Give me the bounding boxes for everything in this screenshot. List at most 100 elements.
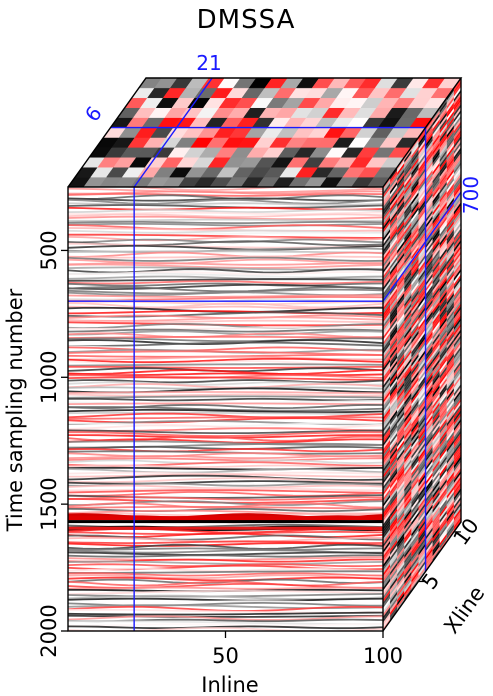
side-cell	[453, 144, 461, 158]
side-cell	[411, 359, 419, 373]
side-cell	[383, 257, 391, 271]
side-cell	[383, 474, 391, 488]
side-cell	[418, 266, 426, 279]
side-cell	[411, 304, 419, 318]
front-reflector	[68, 554, 383, 558]
y-tick-label: 1500	[37, 477, 61, 530]
side-cell	[411, 379, 419, 393]
side-cell	[432, 237, 440, 251]
side-cell	[404, 363, 412, 377]
time-slice-label: 700	[459, 176, 483, 214]
side-cell	[453, 155, 461, 169]
side-cell	[446, 160, 454, 173]
side-cell	[446, 431, 454, 445]
side-cell	[446, 310, 454, 323]
side-cell	[411, 186, 419, 200]
side-cell	[418, 130, 426, 144]
side-cell	[425, 120, 433, 134]
side-cell	[418, 323, 426, 337]
side-cell	[446, 451, 454, 465]
side-cell	[404, 358, 412, 371]
side-cell	[446, 321, 454, 335]
side-cell	[425, 429, 433, 443]
side-cell	[390, 403, 398, 417]
side-cell	[404, 187, 412, 201]
side-cell	[425, 501, 433, 515]
side-cell	[418, 442, 426, 455]
side-cell	[390, 444, 398, 457]
side-cell	[446, 416, 454, 430]
side-cell	[397, 443, 405, 456]
side-cell	[439, 415, 447, 429]
side-cell	[397, 209, 405, 222]
side-cell	[411, 146, 419, 159]
front-reflector	[68, 623, 383, 627]
side-cell	[390, 311, 398, 325]
top-cell	[280, 78, 304, 89]
side-cell	[439, 403, 447, 417]
side-cell	[432, 116, 440, 130]
side-cell	[432, 122, 440, 135]
side-cell	[397, 417, 405, 430]
side-cell	[418, 497, 426, 510]
side-cell	[383, 445, 391, 459]
side-cell	[418, 294, 426, 308]
front-reflector	[68, 411, 383, 415]
side-cell	[404, 493, 412, 507]
side-cell	[390, 476, 398, 489]
side-cell	[404, 479, 412, 492]
side-cell	[397, 287, 405, 300]
side-cell	[439, 115, 447, 128]
side-cell	[446, 468, 454, 482]
side-cell	[390, 467, 398, 481]
strong-reflector-red	[68, 516, 383, 521]
side-cell	[390, 377, 398, 391]
front-reflector	[68, 369, 383, 375]
side-cell	[453, 129, 461, 143]
side-cell	[453, 248, 461, 262]
side-cell	[397, 535, 405, 549]
side-cell	[453, 386, 461, 400]
side-cell	[453, 288, 461, 302]
front-reflector	[68, 215, 383, 221]
side-cell	[383, 358, 391, 372]
side-cell	[439, 533, 447, 547]
side-cell	[404, 170, 412, 184]
side-cell	[397, 295, 405, 309]
side-cell	[397, 538, 405, 551]
side-cell	[453, 398, 461, 412]
side-cell	[453, 343, 461, 357]
side-cell	[432, 350, 440, 363]
side-cell	[411, 382, 419, 396]
side-cell	[390, 605, 398, 619]
side-cell	[418, 476, 426, 490]
side-cell	[390, 236, 398, 250]
side-cell	[425, 406, 433, 419]
side-cell	[397, 321, 405, 335]
side-cell	[432, 381, 440, 395]
side-cell	[425, 238, 433, 252]
side-cell	[411, 172, 419, 185]
side-cell	[439, 392, 447, 405]
side-cell	[432, 529, 440, 542]
side-cell	[383, 338, 391, 352]
side-cell	[432, 188, 440, 202]
side-cell	[418, 335, 426, 349]
side-cell	[390, 516, 398, 530]
side-cell	[397, 578, 405, 592]
side-cell	[383, 292, 391, 306]
side-cell	[425, 334, 433, 347]
side-cell	[432, 456, 440, 470]
side-cell	[383, 402, 391, 415]
side-cell	[418, 245, 426, 259]
side-cell	[446, 379, 454, 393]
side-cell	[425, 123, 433, 137]
side-cell	[411, 403, 419, 416]
side-cell	[418, 217, 426, 230]
side-cell	[404, 586, 412, 599]
side-cell	[425, 135, 433, 148]
side-cell	[425, 129, 433, 142]
side-cell	[383, 347, 391, 361]
side-cell	[390, 259, 398, 273]
side-cell	[404, 395, 412, 409]
